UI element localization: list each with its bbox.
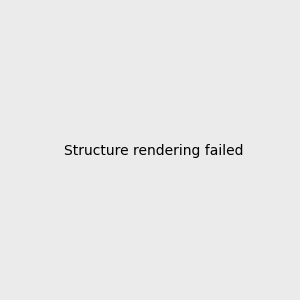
Text: Structure rendering failed: Structure rendering failed <box>64 145 244 158</box>
